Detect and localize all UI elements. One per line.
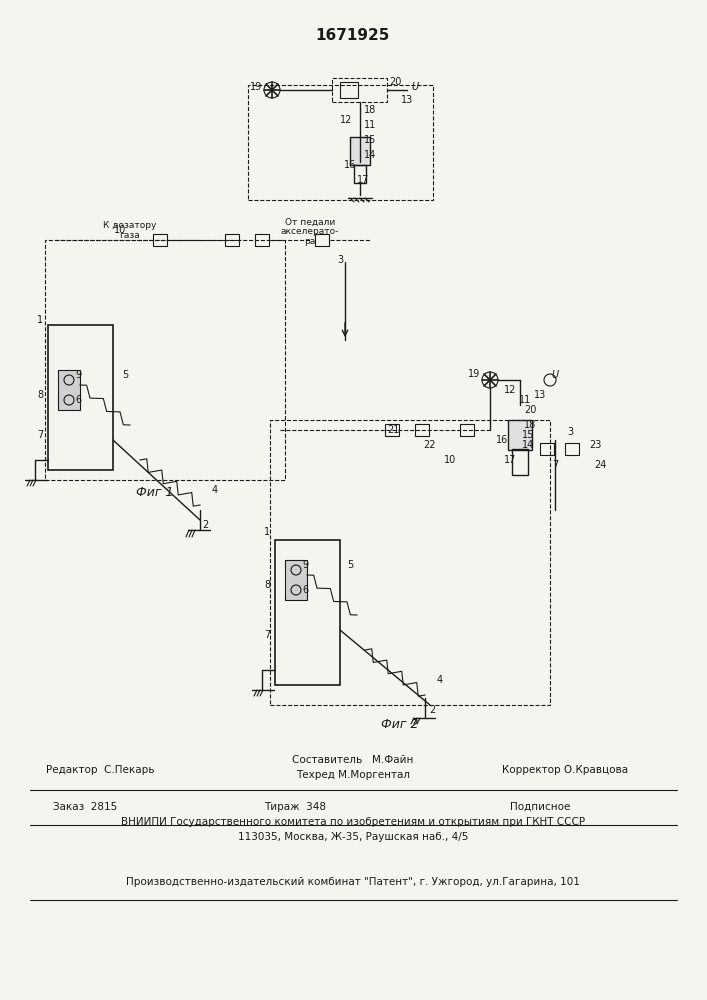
Text: 19: 19 <box>468 369 480 379</box>
Bar <box>58 370 80 410</box>
Text: 4: 4 <box>437 675 443 685</box>
Bar <box>270 420 550 705</box>
Text: 14: 14 <box>364 150 376 160</box>
Text: 7: 7 <box>552 460 558 470</box>
Text: U: U <box>411 82 419 92</box>
Text: 18: 18 <box>364 105 376 115</box>
Text: 22: 22 <box>423 440 436 450</box>
Bar <box>315 234 329 246</box>
Text: 5: 5 <box>347 560 353 570</box>
Bar <box>340 82 358 98</box>
Text: Заказ  2815: Заказ 2815 <box>53 802 117 812</box>
Text: 17: 17 <box>504 455 516 465</box>
Text: 11: 11 <box>519 395 531 405</box>
Text: ра: ра <box>305 237 315 246</box>
Text: 8: 8 <box>264 580 270 590</box>
Bar <box>332 78 387 102</box>
Text: Фиг 1: Фиг 1 <box>136 486 174 498</box>
Bar <box>225 234 239 246</box>
Text: 9: 9 <box>302 560 308 570</box>
Text: 8: 8 <box>37 390 43 400</box>
Text: 3: 3 <box>337 255 343 265</box>
Text: 16: 16 <box>496 435 508 445</box>
Text: 15: 15 <box>522 430 534 440</box>
Bar <box>385 424 399 436</box>
Text: 16: 16 <box>344 160 356 170</box>
Text: 1: 1 <box>264 527 270 537</box>
Bar <box>565 443 579 455</box>
Bar <box>275 540 340 685</box>
Text: 1671925: 1671925 <box>316 27 390 42</box>
Text: 2: 2 <box>429 705 435 715</box>
Text: Редактор  С.Пекарь: Редактор С.Пекарь <box>46 765 154 775</box>
Text: 13: 13 <box>401 95 413 105</box>
Bar <box>153 234 167 246</box>
Text: 7: 7 <box>264 630 270 640</box>
Bar <box>285 560 307 600</box>
Text: Корректор О.Кравцова: Корректор О.Кравцова <box>502 765 628 775</box>
Bar <box>460 424 474 436</box>
Text: Тираж  348: Тираж 348 <box>264 802 326 812</box>
Bar <box>48 325 113 470</box>
Text: 13: 13 <box>534 390 546 400</box>
Bar <box>512 449 528 475</box>
Text: 18: 18 <box>524 420 536 430</box>
Text: U: U <box>551 370 559 380</box>
Text: 9: 9 <box>75 370 81 380</box>
Text: Техред М.Моргентал: Техред М.Моргентал <box>296 770 410 780</box>
Bar <box>248 85 433 200</box>
Text: 6: 6 <box>302 585 308 595</box>
Text: 12: 12 <box>340 115 352 125</box>
Text: 10: 10 <box>444 455 456 465</box>
Text: От педали: От педали <box>285 218 335 227</box>
Text: газа: газа <box>119 231 141 239</box>
Text: 20: 20 <box>389 77 401 87</box>
Text: Производственно-издательский комбинат "Патент", г. Ужгород, ул.Гагарина, 101: Производственно-издательский комбинат "П… <box>126 877 580 887</box>
Text: 3: 3 <box>567 427 573 437</box>
Text: 2: 2 <box>202 520 208 530</box>
Text: 19: 19 <box>250 82 262 92</box>
Bar <box>255 234 269 246</box>
Bar <box>45 240 285 480</box>
Text: К дозатору: К дозатору <box>103 221 157 230</box>
Text: 6: 6 <box>75 395 81 405</box>
Text: 7: 7 <box>37 430 43 440</box>
Text: 113035, Москва, Ж-35, Раушская наб., 4/5: 113035, Москва, Ж-35, Раушская наб., 4/5 <box>238 832 468 842</box>
Text: 24: 24 <box>594 460 606 470</box>
Text: 23: 23 <box>589 440 601 450</box>
Text: акселерато-: акселерато- <box>281 228 339 236</box>
Text: Фиг 2: Фиг 2 <box>381 718 419 732</box>
Text: 4: 4 <box>212 485 218 495</box>
Text: 12: 12 <box>504 385 516 395</box>
Bar <box>350 137 370 165</box>
Text: 17: 17 <box>357 175 369 185</box>
Text: 15: 15 <box>364 135 376 145</box>
Text: 10: 10 <box>114 225 126 235</box>
Text: 5: 5 <box>122 370 128 380</box>
Text: ВНИИПИ Государственного комитета по изобретениям и открытиям при ГКНТ СССР: ВНИИПИ Государственного комитета по изоб… <box>121 817 585 827</box>
Text: 14: 14 <box>522 440 534 450</box>
Text: Составитель   М.Файн: Составитель М.Файн <box>292 755 414 765</box>
Bar <box>540 443 554 455</box>
Bar <box>354 165 366 183</box>
Text: 20: 20 <box>524 405 536 415</box>
Bar <box>508 420 532 450</box>
Text: Подписное: Подписное <box>510 802 570 812</box>
Text: 11: 11 <box>364 120 376 130</box>
Text: 21: 21 <box>387 425 399 435</box>
Bar <box>415 424 429 436</box>
Text: 1: 1 <box>37 315 43 325</box>
